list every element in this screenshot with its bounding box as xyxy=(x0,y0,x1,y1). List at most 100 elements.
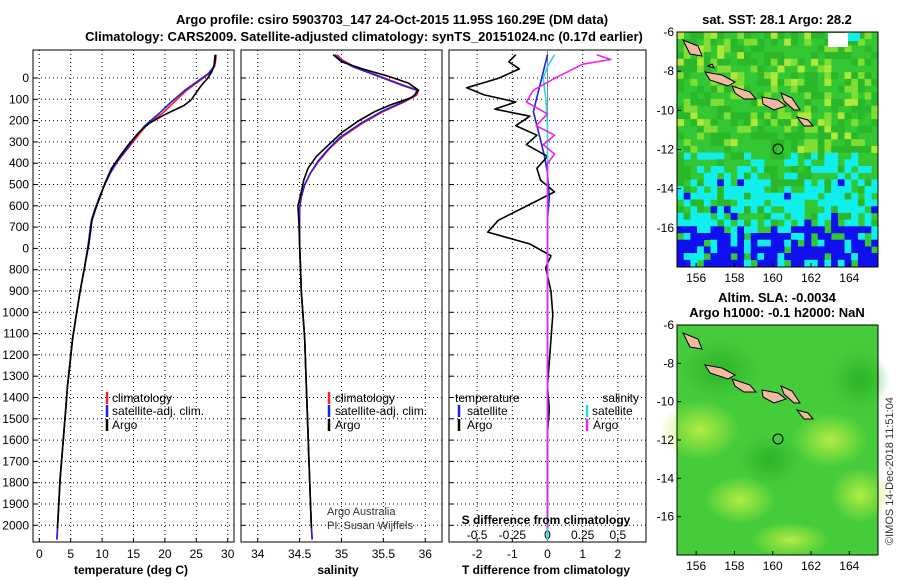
sst-cell xyxy=(831,253,839,261)
sst-cell xyxy=(811,32,818,39)
sst-cell xyxy=(851,38,859,46)
sst-cell xyxy=(770,52,778,60)
sst-cell xyxy=(717,85,725,93)
sst-cell xyxy=(764,219,772,227)
sst-cell xyxy=(844,166,852,173)
sst-cell xyxy=(831,45,839,53)
sst-cell xyxy=(744,52,751,60)
sst-cell xyxy=(757,239,765,247)
sst-cell xyxy=(683,58,691,66)
sst-cell xyxy=(697,239,705,247)
sst-cell xyxy=(690,253,698,261)
sst-map xyxy=(676,31,879,268)
sst-cell xyxy=(683,105,691,113)
sst-cell xyxy=(790,32,798,39)
sst-cell xyxy=(750,172,758,180)
map-lon-label: 164 xyxy=(839,271,859,285)
map-lon-label: 156 xyxy=(686,271,706,285)
sst-cell xyxy=(777,112,785,120)
sst-cell xyxy=(804,166,812,173)
sst-cell xyxy=(837,186,845,194)
sst-cell xyxy=(770,179,778,187)
sst-cell xyxy=(744,38,751,46)
land-malaita xyxy=(780,385,801,404)
sst-cell xyxy=(683,186,691,194)
sst-cell xyxy=(723,186,731,194)
map-lat-label: -8 xyxy=(663,64,674,78)
legend-satellite-label: satellite-adj. clim. xyxy=(335,404,427,418)
sst-cell xyxy=(790,159,798,167)
sst-cell xyxy=(824,132,832,140)
sst-cell xyxy=(683,112,691,120)
sst-cell xyxy=(844,139,852,147)
temperature-series xyxy=(56,54,218,540)
sst-cell xyxy=(683,212,691,220)
sst-cell xyxy=(717,219,725,227)
sst-cell xyxy=(717,132,725,140)
sst-cell xyxy=(851,172,859,180)
sst-cell xyxy=(871,206,879,214)
sst-cell xyxy=(757,92,765,100)
sst-cell xyxy=(683,152,691,160)
sst-cell xyxy=(723,38,731,46)
sst-cell xyxy=(683,259,691,267)
sst-cell xyxy=(737,199,745,207)
difference-grid xyxy=(449,50,646,542)
sst-cell xyxy=(851,219,859,227)
sst-cell xyxy=(831,206,839,214)
sst-cell xyxy=(857,253,865,261)
sst-cell xyxy=(824,38,832,46)
sst-cell xyxy=(710,259,718,267)
sst-cell xyxy=(864,246,872,254)
sst-cell xyxy=(784,186,792,194)
sst-cell xyxy=(723,112,731,120)
sst-cell xyxy=(744,125,751,133)
x-tick-label: 35 xyxy=(335,547,349,561)
map-lat-label: -14 xyxy=(657,471,675,485)
sst-cell xyxy=(777,246,785,254)
sst-cell xyxy=(770,112,778,120)
sst-cell xyxy=(730,112,738,120)
depth-tick-label: 1000 xyxy=(2,305,29,319)
depth-tick-label: 1700 xyxy=(2,454,29,468)
sst-cell xyxy=(690,38,698,46)
x-tick-label: 0 xyxy=(544,547,551,561)
sst-cell xyxy=(770,38,778,46)
sst-cell xyxy=(690,212,698,220)
sst-cell xyxy=(677,259,684,267)
sst-cell xyxy=(837,246,845,254)
sst-cell xyxy=(831,226,839,234)
sst-cell xyxy=(770,226,778,234)
sst-cell xyxy=(710,99,718,106)
sst-cell xyxy=(797,179,805,187)
sst-cell xyxy=(871,233,879,240)
sst-cell xyxy=(750,192,758,200)
sst-cell xyxy=(690,32,698,39)
sst-cell xyxy=(717,105,725,113)
sst-cell xyxy=(677,85,684,93)
sst-cell xyxy=(737,112,745,120)
sst-cell xyxy=(824,206,832,214)
sst-cell xyxy=(697,119,705,127)
sst-cell xyxy=(757,125,765,133)
sst-cell xyxy=(697,212,705,220)
sst-cell xyxy=(744,58,751,66)
sst-cell xyxy=(831,212,839,220)
sst-cell xyxy=(697,152,705,160)
sst-cell xyxy=(790,212,798,220)
sst-cell xyxy=(683,166,691,173)
depth-tick-label: 1200 xyxy=(2,348,29,362)
sst-cell xyxy=(750,38,758,46)
sst-cell xyxy=(784,132,792,140)
sst-cell xyxy=(683,52,691,60)
s-difference-axis-label: S difference from climatology xyxy=(462,513,631,527)
sst-cell xyxy=(770,192,778,200)
sst-cell xyxy=(764,32,772,39)
sst-cell xyxy=(777,58,785,66)
sst-cell xyxy=(730,45,738,53)
sst-cell xyxy=(811,212,818,220)
sst-cell xyxy=(811,105,818,113)
sst-cell xyxy=(730,38,738,46)
sst-cell xyxy=(710,38,718,46)
sst-cell xyxy=(857,179,865,187)
